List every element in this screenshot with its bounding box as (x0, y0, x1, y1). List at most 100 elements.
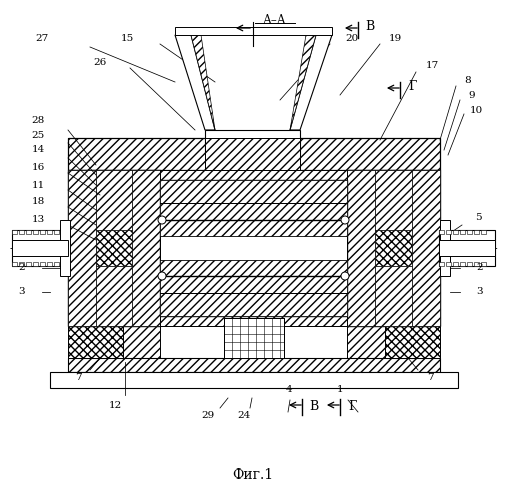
Bar (68, 170, 160, 326)
Bar (375, 170, 412, 230)
Text: 2: 2 (477, 263, 483, 272)
Text: 2: 2 (19, 263, 25, 272)
Bar (68, 358, 440, 372)
Bar (40, 262, 45, 266)
Circle shape (158, 272, 166, 280)
Polygon shape (191, 35, 215, 130)
Bar (347, 326, 440, 358)
Text: Г: Г (408, 79, 416, 92)
Text: А–А: А–А (263, 13, 287, 26)
Bar (160, 180, 347, 316)
Bar (132, 170, 160, 326)
Text: 28: 28 (31, 115, 45, 124)
Bar (160, 236, 347, 260)
Bar (453, 230, 458, 234)
Bar (160, 170, 347, 188)
Text: В: В (309, 401, 318, 414)
Text: 7: 7 (427, 373, 433, 383)
Bar (205, 155, 300, 165)
Bar (205, 130, 300, 155)
Bar (347, 170, 440, 326)
Text: 12: 12 (108, 401, 122, 410)
Text: 19: 19 (388, 33, 402, 42)
Text: 7: 7 (75, 373, 81, 383)
Bar (481, 230, 486, 234)
Bar (54, 262, 59, 266)
Text: 3: 3 (477, 287, 483, 296)
Bar (175, 27, 332, 35)
Bar (205, 138, 300, 170)
Text: 11: 11 (31, 181, 45, 190)
Bar (446, 262, 451, 266)
Bar (26, 262, 31, 266)
Bar (68, 358, 440, 372)
Bar (347, 170, 375, 326)
Bar (50, 372, 458, 388)
Bar (440, 220, 450, 276)
Text: 25: 25 (31, 131, 45, 140)
Bar (68, 326, 123, 358)
Bar (412, 170, 440, 326)
Bar (439, 230, 495, 266)
Bar (460, 262, 465, 266)
Bar (68, 170, 96, 326)
Bar (160, 308, 347, 326)
Bar (467, 262, 472, 266)
Text: 27: 27 (35, 33, 49, 42)
Bar (160, 293, 347, 316)
Bar (467, 230, 472, 234)
Bar (68, 326, 160, 358)
Text: 4: 4 (285, 386, 293, 395)
Bar (160, 308, 347, 326)
Bar (68, 138, 440, 170)
Text: 9: 9 (468, 90, 476, 99)
Bar (439, 230, 444, 234)
Bar (439, 262, 444, 266)
Bar (96, 266, 132, 326)
Bar (60, 220, 70, 276)
Bar (347, 138, 440, 170)
Text: 29: 29 (201, 411, 214, 420)
Bar (160, 170, 347, 188)
Bar (47, 262, 52, 266)
Bar (474, 262, 479, 266)
Bar (224, 318, 284, 358)
Text: Фиг.1: Фиг.1 (232, 468, 274, 482)
Bar (96, 170, 132, 230)
Bar (54, 230, 59, 234)
Bar (205, 138, 300, 170)
Text: 14: 14 (31, 146, 45, 155)
Text: 17: 17 (425, 60, 439, 69)
Text: 24: 24 (237, 411, 250, 420)
Text: В: В (366, 19, 375, 32)
Circle shape (341, 216, 349, 224)
Text: 13: 13 (31, 216, 45, 225)
Text: 15: 15 (120, 33, 134, 42)
Bar (68, 138, 440, 170)
Polygon shape (290, 35, 332, 130)
Text: 10: 10 (469, 105, 483, 114)
Text: 16: 16 (31, 164, 45, 173)
Bar (68, 138, 160, 170)
Circle shape (158, 216, 166, 224)
Bar (481, 262, 486, 266)
Polygon shape (290, 35, 316, 130)
Bar (439, 240, 495, 256)
Text: 3: 3 (19, 287, 25, 296)
Bar (40, 230, 45, 234)
Bar (474, 230, 479, 234)
Text: 5: 5 (475, 214, 481, 223)
Bar (12, 262, 17, 266)
Bar (47, 230, 52, 234)
Bar (12, 230, 17, 234)
Bar (19, 262, 24, 266)
Bar (160, 203, 347, 293)
Text: Г: Г (348, 401, 356, 414)
Bar (160, 180, 347, 203)
Bar (96, 230, 132, 266)
Bar (12, 240, 68, 256)
Bar (12, 230, 68, 266)
Polygon shape (175, 35, 215, 130)
Bar (453, 262, 458, 266)
Text: 1: 1 (337, 386, 343, 395)
